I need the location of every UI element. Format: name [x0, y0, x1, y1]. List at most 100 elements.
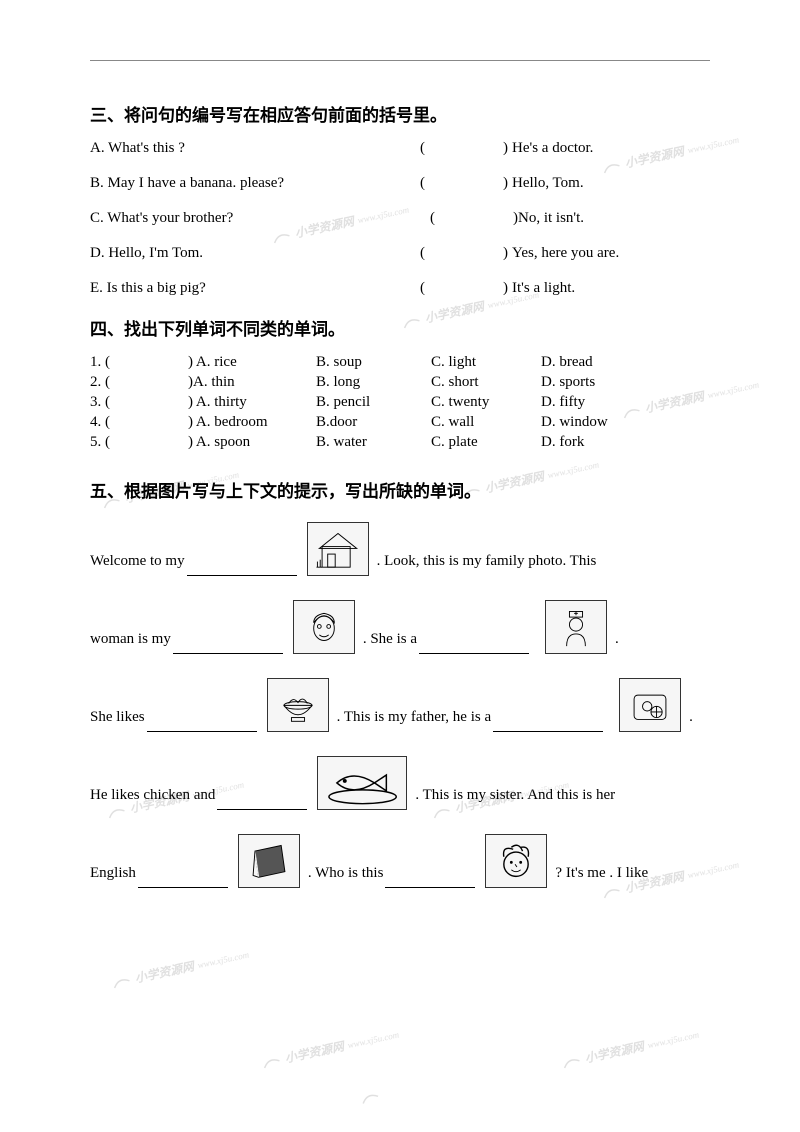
q3-row: A. What's this ? ( ) He's a doctor. — [90, 140, 710, 157]
rice-bowl-icon — [267, 678, 329, 732]
fill-blank[interactable] — [173, 636, 283, 654]
section3-title: 三、将问句的编号写在相应答句前面的括号里。 — [90, 101, 710, 126]
paren-close: ) — [503, 280, 508, 297]
watermark — [359, 1088, 381, 1106]
q4-option-b: B. pencil — [316, 394, 431, 411]
q3-answer: He's a doctor. — [512, 140, 593, 157]
fill-blank[interactable] — [385, 870, 475, 888]
paren-close: ) — [503, 245, 508, 262]
book-icon — [238, 834, 300, 888]
q4-row: 5. ( ) A. spoon B. water C. plate D. for… — [90, 434, 710, 451]
answer-blank[interactable] — [118, 434, 188, 451]
q4-num: 1. ( — [90, 354, 118, 371]
q3-question: C. What's your brother? — [90, 210, 420, 227]
paren-close: ) — [503, 175, 508, 192]
q4-option-b: B. water — [316, 434, 431, 451]
q5-line: Welcome to my . Look, this is my family … — [90, 516, 710, 576]
woman-face-icon — [293, 600, 355, 654]
q4-option-b: B. soup — [316, 354, 431, 371]
house-icon — [307, 522, 369, 576]
q5-text: English — [90, 858, 136, 888]
section4-title: 四、找出下列单词不同类的单词。 — [90, 315, 710, 340]
q3-question: B. May I have a banana. please? — [90, 175, 420, 192]
q3-answer: No, it isn't. — [518, 210, 584, 227]
q5-text: Welcome to my — [90, 546, 185, 576]
fish-plate-icon — [317, 756, 407, 810]
paren-open: ( — [430, 210, 435, 227]
fill-blank[interactable] — [419, 636, 529, 654]
q4-option-a: )A. thin — [188, 374, 316, 391]
q4-row: 3. ( ) A. thirty B. pencil C. twenty D. … — [90, 394, 710, 411]
q4-option-c: C. light — [431, 354, 541, 371]
q4-num: 2. ( — [90, 374, 118, 391]
q4-option-a: ) A. bedroom — [188, 414, 316, 431]
q5-text: She likes — [90, 702, 145, 732]
fill-blank[interactable] — [217, 792, 307, 810]
q3-question: A. What's this ? — [90, 140, 420, 157]
watermark: 小学资源网www.xj5u.com — [110, 946, 251, 992]
q4-option-d: D. fork — [541, 434, 584, 451]
q4-option-a: ) A. thirty — [188, 394, 316, 411]
q3-answer: Hello, Tom. — [512, 175, 584, 192]
paren-close: ) — [503, 140, 508, 157]
q3-row: E. Is this a big pig? ( ) It's a light. — [90, 280, 710, 297]
q5-text: . This is my father, he is a — [337, 702, 492, 732]
q3-row: D. Hello, I'm Tom. ( ) Yes, here you are… — [90, 245, 710, 262]
paren-open: ( — [420, 245, 425, 262]
q4-option-c: C. twenty — [431, 394, 541, 411]
q4-option-c: C. wall — [431, 414, 541, 431]
q5-line: He likes chicken and . This is my sister… — [90, 750, 710, 810]
fill-blank[interactable] — [138, 870, 228, 888]
q4-num: 3. ( — [90, 394, 118, 411]
q5-text: He likes chicken and — [90, 780, 215, 810]
q3-answer: Yes, here you are. — [512, 245, 619, 262]
q5-text: . This is my sister. And this is her — [415, 780, 615, 810]
fill-blank[interactable] — [147, 714, 257, 732]
answer-blank[interactable] — [118, 354, 188, 371]
q5-text: ? It's me . I like — [555, 858, 648, 888]
paren-open: ( — [420, 140, 425, 157]
q4-num: 4. ( — [90, 414, 118, 431]
top-horizontal-rule — [90, 60, 710, 61]
fill-blank[interactable] — [187, 558, 297, 576]
q5-text: . Look, this is my family photo. This — [377, 546, 597, 576]
q5-text: . — [615, 624, 619, 654]
q5-text: . Who is this — [308, 858, 384, 888]
q4-option-a: ) A. spoon — [188, 434, 316, 451]
watermark: 小学资源网www.xj5u.com — [260, 1026, 401, 1072]
q4-option-c: C. plate — [431, 434, 541, 451]
q5-line: She likes . This is my father, he is a . — [90, 672, 710, 732]
boy-face-icon — [485, 834, 547, 888]
answer-blank[interactable] — [118, 394, 188, 411]
answer-blank[interactable] — [118, 414, 188, 431]
paren-open: ( — [420, 175, 425, 192]
q3-row: C. What's your brother? ( ) No, it isn't… — [90, 210, 710, 227]
nurse-icon — [545, 600, 607, 654]
q5-line: English . Who is this ? It's me . I like — [90, 828, 710, 888]
q4-num: 5. ( — [90, 434, 118, 451]
q4-row: 4. ( ) A. bedroom B.door C. wall D. wind… — [90, 414, 710, 431]
q4-option-a: ) A. rice — [188, 354, 316, 371]
q4-option-d: D. bread — [541, 354, 593, 371]
q4-option-b: B. long — [316, 374, 431, 391]
answer-blank[interactable] — [118, 374, 188, 391]
section5-title: 五、根据图片写与上下文的提示，写出所缺的单词。 — [90, 477, 710, 502]
paren-open: ( — [420, 280, 425, 297]
q3-answer: It's a light. — [512, 280, 575, 297]
q4-row: 2. ( )A. thin B. long C. short D. sports — [90, 374, 710, 391]
q4-option-c: C. short — [431, 374, 541, 391]
q4-option-d: D. window — [541, 414, 608, 431]
driver-icon — [619, 678, 681, 732]
q4-row: 1. ( ) A. rice B. soup C. light D. bread — [90, 354, 710, 371]
q4-option-d: D. fifty — [541, 394, 585, 411]
q5-text: . She is a — [363, 624, 417, 654]
watermark: 小学资源网www.xj5u.com — [560, 1026, 701, 1072]
q3-question: D. Hello, I'm Tom. — [90, 245, 420, 262]
q5-text: . — [689, 702, 693, 732]
q5-line: woman is my . She is a . — [90, 594, 710, 654]
q4-option-b: B.door — [316, 414, 431, 431]
q5-text: woman is my — [90, 624, 171, 654]
fill-blank[interactable] — [493, 714, 603, 732]
q4-option-d: D. sports — [541, 374, 595, 391]
q3-row: B. May I have a banana. please? ( ) Hell… — [90, 175, 710, 192]
